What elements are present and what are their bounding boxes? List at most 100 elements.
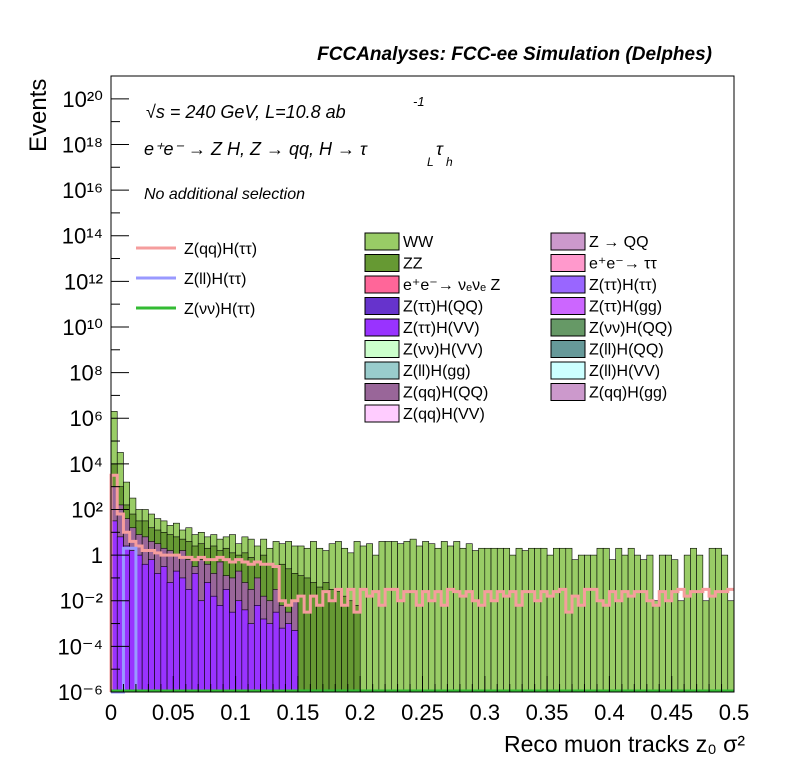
background-legend-swatch: [364, 232, 400, 251]
ww-bar: [646, 554, 654, 693]
background-legend-swatch: [550, 232, 586, 251]
ztautau-hvv-bar: [210, 595, 218, 693]
ww-bar: [721, 554, 729, 693]
x-tick-label: 0.4: [594, 700, 625, 725]
ww-bar: [403, 541, 411, 693]
x-tick-label: 0.15: [276, 700, 319, 725]
ww-bar: [415, 545, 423, 693]
ww-bar: [503, 547, 511, 693]
background-legend-swatch: [550, 254, 586, 272]
ztautau-hvv-bar: [141, 563, 149, 693]
x-tick-label: 0.25: [401, 700, 444, 725]
zz-bar: [341, 595, 349, 693]
background-legend-label: WW: [403, 234, 434, 251]
ww-bar: [621, 554, 629, 693]
background-legend-label: Z(ll)H(VV): [589, 363, 660, 380]
x-tick-label: 0.3: [470, 700, 501, 725]
ww-bar: [708, 547, 716, 693]
background-legend-swatch: [364, 340, 400, 358]
ww-bar: [440, 541, 448, 693]
y-tick-label: 10⁸: [69, 361, 103, 386]
ww-bar: [559, 547, 567, 693]
y-tick-label: 10²: [71, 497, 103, 522]
ztautau-hvv-bar: [272, 611, 280, 693]
ww-bar: [546, 554, 554, 693]
background-legend: WW ZZ e⁺e⁻→ νₑνₑ Z Z(ττ)H(QQ) Z(ττ)H(VV) Z(νν…: [364, 232, 673, 423]
ww-bar: [422, 541, 430, 693]
ztautau-hvv-bar: [160, 566, 168, 693]
background-legend-swatch: [550, 318, 586, 337]
y-tick-label: 10⁻²: [60, 589, 103, 614]
ww-bar: [571, 559, 579, 693]
ww-bar: [534, 547, 542, 693]
ztautau-hvv-bar: [278, 627, 286, 693]
background-legend-swatch: [550, 361, 586, 380]
background-legend-swatch: [364, 383, 400, 401]
chart-title: FCCAnalyses: FCC-ee Simulation (Delphes): [317, 44, 712, 65]
ztautau-hvv-bar: [285, 623, 292, 693]
ztautau-hvv-bar: [247, 623, 255, 693]
ww-bar: [727, 600, 735, 693]
zz-bar: [347, 600, 355, 693]
ww-bar: [465, 543, 473, 693]
x-tick-label: 0.1: [220, 700, 251, 725]
background-legend-label: Z → QQ: [589, 234, 649, 251]
background-legend-swatch: [364, 404, 400, 423]
y-tick-label: 1: [91, 543, 103, 568]
ww-bar: [509, 554, 517, 693]
ztautau-hvv-bar: [166, 582, 174, 693]
background-legend-label: Z(ττ)H(QQ): [403, 299, 483, 316]
ww-bar: [640, 559, 648, 693]
selection-annotation: No additional selection: [144, 186, 305, 203]
ww-bar: [366, 543, 373, 693]
process-tau1-subscript: L: [427, 155, 434, 169]
ztautau-hvv-bar: [191, 573, 199, 693]
signal-legend-label: Z(ll)H(ττ): [184, 271, 246, 288]
zz-bar: [353, 605, 361, 693]
y-tick-label: 10⁻⁴: [57, 634, 103, 659]
zz-bar: [297, 575, 305, 693]
process-tau2: τ: [436, 139, 444, 159]
ww-bar: [447, 545, 454, 693]
ww-bar: [590, 554, 598, 693]
ww-bar: [553, 547, 560, 693]
ztautau-hvv-bar: [241, 609, 249, 693]
ww-bar: [397, 543, 405, 693]
x-axis-label: Reco muon tracks z₀ σ²: [504, 731, 745, 757]
ztautau-hvv-bar: [291, 630, 299, 693]
signal-legend-label: Z(νν)H(ττ): [184, 301, 255, 318]
ww-bar: [453, 541, 461, 693]
background-legend-swatch: [550, 275, 586, 294]
x-tick-label: 0.5: [719, 700, 750, 725]
background-legend-swatch: [364, 297, 400, 315]
background-legend-label: Z(νν)H(QQ): [589, 320, 673, 337]
y-tick-label: 10²⁰: [62, 87, 103, 112]
x-tick-label: 0.05: [152, 700, 195, 725]
ww-bar: [609, 559, 616, 693]
process-annotation: e⁺e⁻ → Z H, Z → qq, H → τ: [144, 139, 368, 159]
ww-bar: [715, 547, 722, 693]
ww-bar: [634, 554, 641, 693]
background-legend-label: e⁺e⁻→ ττ: [589, 256, 657, 273]
ww-bar: [602, 547, 610, 693]
signal-line-zqq-htautau: [109, 473, 734, 692]
ww-bar: [372, 554, 380, 693]
ztautau-hvv-bar: [216, 605, 224, 693]
ztautau-hvv-bar: [222, 589, 230, 693]
background-legend-swatch: [550, 340, 586, 358]
background-legend-label: Z(ττ)H(ττ): [589, 277, 657, 294]
ww-bar: [478, 547, 486, 693]
background-legend-swatch: [550, 297, 586, 315]
ww-bar: [391, 541, 398, 693]
signal-legend-label: Z(qq)H(ττ): [184, 241, 257, 258]
energy-annotation: √s = 240 GeV, L=10.8 ab: [146, 102, 346, 122]
background-legend-label: Z(qq)H(QQ): [403, 385, 488, 402]
ww-bar: [496, 547, 504, 693]
ww-bar: [359, 545, 367, 693]
ww-bar: [615, 547, 623, 693]
ww-bar: [515, 547, 523, 693]
ww-bar: [627, 547, 635, 693]
background-legend-swatch: [550, 383, 586, 401]
signal-legend: Z(qq)H(ττ) Z(ll)H(ττ) Z(νν)H(ττ): [136, 241, 257, 318]
